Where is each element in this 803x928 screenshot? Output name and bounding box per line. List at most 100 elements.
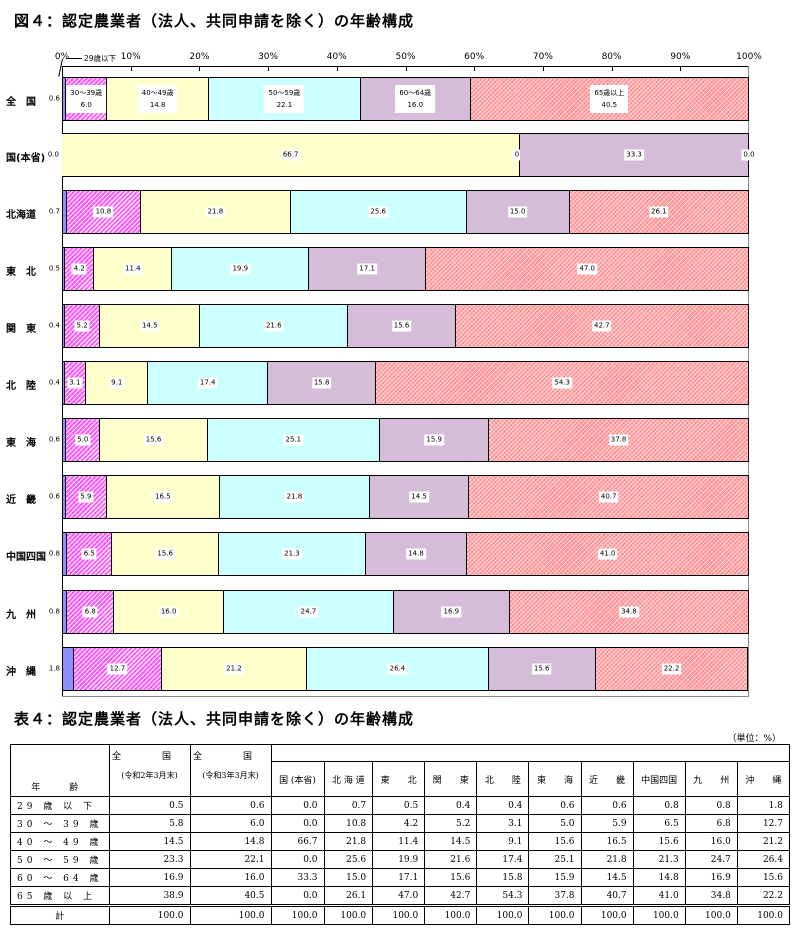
table-row: 65 歳 以 上 38.9 40.5 0.0 26.1 47.0 42.7 54.3 37.8 4… bbox=[10, 886, 791, 906]
total-cell: 100.0 bbox=[632, 904, 686, 925]
category-label: 全 国 bbox=[6, 97, 36, 108]
stacked-bar: 0.4 3.1 9.1 17.4 15.8 54.3 bbox=[46, 361, 750, 405]
bar-segment: 60～64歳 16.0 bbox=[360, 77, 471, 121]
table-cell: 0.0 bbox=[270, 814, 325, 833]
table-cell: 21.8 bbox=[323, 832, 374, 851]
segment-value-label: 15.6 bbox=[155, 548, 175, 560]
x-axis-labels: 0% 10% 20% 30% 40% 50% 60% 70% 80% 90% 1… bbox=[55, 52, 762, 64]
axis-tick bbox=[405, 66, 407, 71]
header-region: 東 海 bbox=[528, 761, 582, 797]
axis-tick bbox=[542, 66, 544, 71]
table-row: 50 ～ 59 歳 23.3 22.1 0.0 25.6 19.9 21.6 17.4 25.1… bbox=[10, 850, 791, 869]
bar-segment: 42.7 bbox=[455, 304, 749, 348]
segment-value-label: 11.4 bbox=[123, 263, 143, 275]
table-title: 表４：認定農業者（法人、共同申請を除く）の年齢構成 bbox=[14, 710, 415, 728]
total-cell: 100.0 bbox=[528, 904, 582, 925]
header-national-curr-sub: (令和3年3月末) bbox=[202, 771, 259, 780]
segment-value-label: 14.5 bbox=[409, 491, 429, 503]
table-cell: 40.5 bbox=[189, 886, 272, 906]
table-row: 40 ～ 49 歳 14.5 14.8 66.7 21.8 11.4 14.5 9.1 15.6… bbox=[10, 832, 791, 851]
bar-segment: 40.7 bbox=[469, 475, 749, 519]
header-national-curr: 全 国 (令和3年3月末) bbox=[189, 744, 272, 797]
table-cell: 25.6 bbox=[323, 850, 374, 869]
segment-value-label: 24.7 bbox=[298, 606, 319, 618]
segment-value-label: 19.9 bbox=[230, 263, 251, 275]
tick-label: 70% bbox=[532, 52, 553, 62]
stacked-bar: 0.8 6.5 15.6 21.3 14.8 41.0 bbox=[46, 532, 749, 576]
segment-value-label: 15.0 bbox=[507, 206, 528, 218]
category-label: 北 陸 bbox=[6, 381, 36, 392]
table-cell: 21.2 bbox=[736, 832, 791, 851]
series-name: 30～39歳 bbox=[70, 89, 103, 97]
category-label: 東 北 bbox=[6, 267, 36, 278]
segment-value-label: 0.6 bbox=[46, 491, 62, 503]
table-cell: 54.3 bbox=[476, 886, 530, 906]
tick-label: 20% bbox=[189, 52, 210, 62]
total-cell: 100.0 bbox=[424, 904, 478, 925]
age-composition-table: 年 齢 全 国 (令和2年3月末) 全 国 (令和3年3月末) 国 (本省) 北 … bbox=[10, 744, 791, 925]
category-label: 東 海 bbox=[6, 438, 36, 449]
bar-segment: 25.1 bbox=[207, 418, 381, 462]
segment-value-label: 10.8 bbox=[93, 206, 114, 218]
series-name: 65歳以上 bbox=[594, 89, 625, 97]
bar-segment: 0.5 bbox=[46, 247, 66, 291]
header-region: 北 海 道 bbox=[323, 761, 374, 797]
header-region: 近 畿 bbox=[580, 761, 634, 797]
table-cell: 19.9 bbox=[372, 850, 426, 869]
table-row: 60 ～ 64 歳 16.9 16.0 33.3 15.0 17.1 15.6 15.8 15.… bbox=[10, 868, 791, 887]
segment-value-label: 14.8 bbox=[406, 548, 426, 560]
table-cell: 15.0 bbox=[323, 868, 374, 887]
category-label: 近 畿 bbox=[6, 495, 36, 506]
table-cell: 14.5 bbox=[108, 832, 191, 851]
total-cell: 100.0 bbox=[189, 904, 272, 925]
segment-value-label: 12.7 bbox=[107, 663, 128, 675]
bar-segment: 21.3 bbox=[219, 532, 366, 576]
table-cell: 6.0 bbox=[189, 814, 272, 833]
axis-tick bbox=[680, 66, 682, 71]
plot-bottom-border bbox=[62, 696, 749, 697]
segment-value-label: 26.1 bbox=[649, 206, 669, 218]
total-label: 計 bbox=[10, 904, 110, 925]
segment-value-label: 0.6 bbox=[46, 434, 62, 446]
segment-value-label: 21.2 bbox=[224, 663, 244, 675]
table-cell: 34.8 bbox=[684, 886, 738, 906]
bar-segment: 40～49歳 14.8 bbox=[107, 77, 209, 121]
segment-value-label: 0.0 bbox=[741, 149, 757, 161]
table-cell: 17.1 bbox=[372, 868, 426, 887]
segment-value-label: 0.4 bbox=[46, 320, 62, 332]
table-cell: 12.7 bbox=[736, 814, 791, 833]
category-label: 九 州 bbox=[6, 610, 36, 621]
bar-segment: 21.8 bbox=[219, 475, 370, 519]
segment-value-label: 5.2 bbox=[74, 320, 90, 332]
bar-segment: 17.4 bbox=[148, 361, 268, 405]
age-group-label: 65 歳 以 上 bbox=[10, 886, 110, 906]
segment-value-label: 17.1 bbox=[357, 263, 378, 275]
header-region: 関 東 bbox=[424, 761, 478, 797]
total-cell: 100.0 bbox=[736, 904, 791, 925]
bar-segment: 0.4 bbox=[46, 361, 65, 405]
table-cell: 0.6 bbox=[528, 796, 582, 815]
table-cell: 14.8 bbox=[189, 832, 272, 851]
bar-segment: 15.6 bbox=[112, 532, 220, 576]
segment-value-label: 15.6 bbox=[143, 434, 164, 446]
table-cell: 16.0 bbox=[684, 832, 738, 851]
table-cell: 0.5 bbox=[108, 796, 191, 815]
unit-label: （単位：%） bbox=[727, 734, 781, 744]
segment-value-label: 40～49歳 14.8 bbox=[137, 85, 178, 113]
bar-segment: 10.8 bbox=[66, 190, 141, 234]
segment-value-label: 21.6 bbox=[263, 320, 284, 332]
bar-segment: 50～59歳 22.1 bbox=[209, 77, 361, 121]
table-cell: 0.6 bbox=[189, 796, 272, 815]
bar-segment: 0.7 bbox=[46, 190, 67, 234]
table-cell: 16.5 bbox=[580, 832, 634, 851]
table-cell: 23.3 bbox=[108, 850, 191, 869]
segment-value-label: 54.3 bbox=[552, 377, 572, 389]
total-cell: 100.0 bbox=[270, 904, 325, 925]
bar-segment: 37.8 bbox=[489, 418, 749, 462]
bar-segment: 54.3 bbox=[376, 361, 750, 405]
segment-value-label: 0.8 bbox=[46, 548, 62, 560]
bar-segment: 22.2 bbox=[595, 647, 749, 691]
table-cell: 38.9 bbox=[108, 886, 191, 906]
bar-segment: 0.8 bbox=[46, 590, 68, 634]
series-name: 60～64歳 bbox=[399, 89, 432, 97]
